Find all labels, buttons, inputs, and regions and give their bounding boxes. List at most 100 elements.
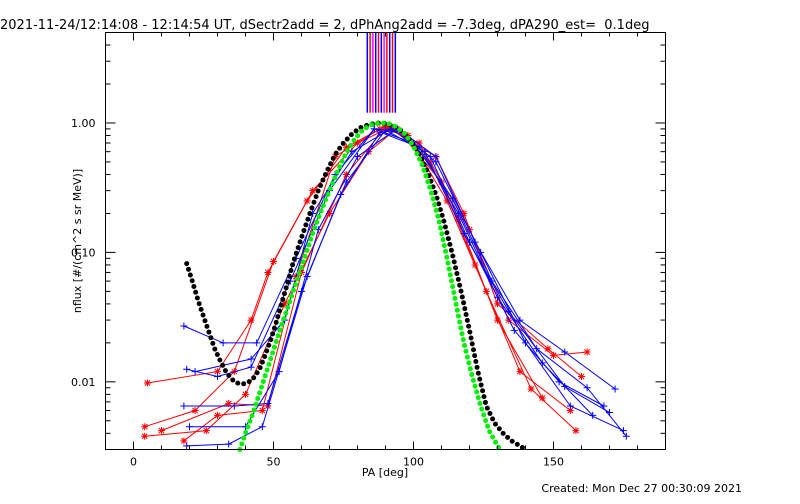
data-point-marker — [460, 229, 468, 237]
data-point-marker — [404, 132, 412, 140]
fit-curves-group — [184, 120, 528, 452]
data-point-marker — [550, 351, 557, 359]
data-point-marker — [583, 384, 591, 392]
data-point-marker — [270, 258, 277, 266]
data-point-marker — [566, 407, 574, 415]
data-point-marker — [432, 158, 440, 166]
data-point-marker — [219, 339, 227, 347]
series-line-red — [144, 126, 588, 428]
plot-frame — [105, 32, 666, 450]
top-marker-lines — [366, 32, 397, 113]
data-point-marker — [561, 348, 569, 356]
data-point-marker — [180, 322, 188, 330]
data-point-marker — [214, 368, 221, 376]
data-point-marker — [477, 248, 485, 256]
data-point-marker — [141, 423, 149, 431]
data-point-marker — [426, 158, 434, 166]
series-line-red — [161, 127, 543, 432]
data-point-marker — [253, 339, 261, 347]
data-series-group — [141, 122, 630, 450]
data-point-marker — [180, 437, 188, 445]
data-point-marker — [247, 316, 255, 324]
fit-curve-green — [237, 120, 503, 452]
data-point-marker — [606, 408, 613, 416]
data-point-marker — [370, 125, 378, 133]
x-tick-label: 150 — [543, 456, 564, 469]
data-point-marker — [376, 128, 384, 136]
data-point-marker — [426, 153, 434, 161]
data-point-marker — [466, 238, 473, 246]
data-point-marker — [191, 368, 199, 376]
data-point-marker — [342, 143, 350, 151]
data-point-marker — [230, 402, 238, 410]
data-point-marker — [544, 345, 552, 353]
series-line-red — [144, 128, 571, 437]
data-point-marker — [258, 407, 266, 415]
data-point-marker — [510, 326, 518, 334]
y-tick-label: 0.01 — [71, 376, 96, 389]
axes-group: 0 50 100 150 0.01 0.10 1.00 — [71, 32, 666, 469]
data-point-marker — [202, 427, 210, 435]
data-point-marker — [342, 170, 350, 178]
fit-curve-black — [184, 120, 528, 452]
series-line-blue — [183, 131, 594, 416]
x-tick-label: 100 — [403, 456, 424, 469]
data-point-marker — [600, 402, 608, 410]
data-point-marker — [572, 427, 580, 435]
data-point-marker — [566, 402, 574, 410]
data-point-marker — [281, 300, 289, 308]
y-tick-label: 0.10 — [71, 246, 96, 259]
data-point-marker — [331, 153, 339, 161]
x-axis-label: PA [deg] — [362, 466, 408, 479]
data-point-marker — [214, 372, 221, 380]
data-point-marker — [354, 153, 361, 161]
y-tick-label: 1.00 — [71, 117, 96, 130]
x-tick-label: 0 — [130, 456, 137, 469]
data-point-marker — [538, 394, 546, 402]
data-point-marker — [247, 355, 255, 363]
series-line-blue — [189, 128, 624, 432]
data-point-marker — [443, 197, 451, 205]
data-point-marker — [494, 316, 501, 324]
data-point-marker — [258, 423, 266, 431]
data-point-marker — [454, 215, 462, 223]
data-point-marker — [622, 432, 630, 440]
data-point-marker — [309, 187, 317, 195]
data-point-marker — [578, 372, 585, 380]
data-point-marker — [247, 363, 255, 371]
data-point-marker — [225, 400, 233, 408]
data-point-marker — [527, 385, 535, 393]
data-point-marker — [275, 368, 283, 376]
data-point-marker — [516, 368, 524, 376]
series-line-blue — [186, 129, 610, 447]
data-point-marker — [214, 411, 221, 419]
data-point-marker — [303, 273, 311, 281]
x-tick-label: 50 — [267, 456, 281, 469]
data-point-marker — [158, 427, 165, 435]
data-point-marker — [186, 423, 193, 431]
data-point-marker — [611, 385, 619, 393]
data-point-marker — [180, 402, 188, 410]
data-point-marker — [264, 400, 272, 408]
series-line-blue — [183, 128, 616, 390]
data-point-marker — [183, 365, 191, 373]
data-point-marker — [415, 139, 423, 147]
chart-title: 2021-11-24/12:14:08 - 12:14:54 UT, dSect… — [0, 18, 650, 33]
data-point-marker — [421, 148, 429, 156]
data-point-marker — [494, 300, 501, 308]
data-point-marker — [144, 379, 151, 387]
data-point-marker — [326, 209, 333, 217]
series-line-blue — [186, 128, 627, 437]
data-point-marker — [242, 390, 249, 398]
data-point-marker — [191, 407, 199, 415]
data-point-marker — [620, 427, 627, 435]
created-timestamp: Created: Mon Dec 27 00:30:09 2021 — [541, 482, 742, 495]
data-point-marker — [225, 440, 233, 448]
data-point-marker — [141, 432, 149, 440]
data-point-marker — [555, 378, 563, 386]
y-axis-label: nflux [#/(cm^2 s sr MeV)] — [71, 169, 84, 313]
data-point-marker — [264, 268, 272, 276]
data-point-marker — [460, 209, 468, 217]
